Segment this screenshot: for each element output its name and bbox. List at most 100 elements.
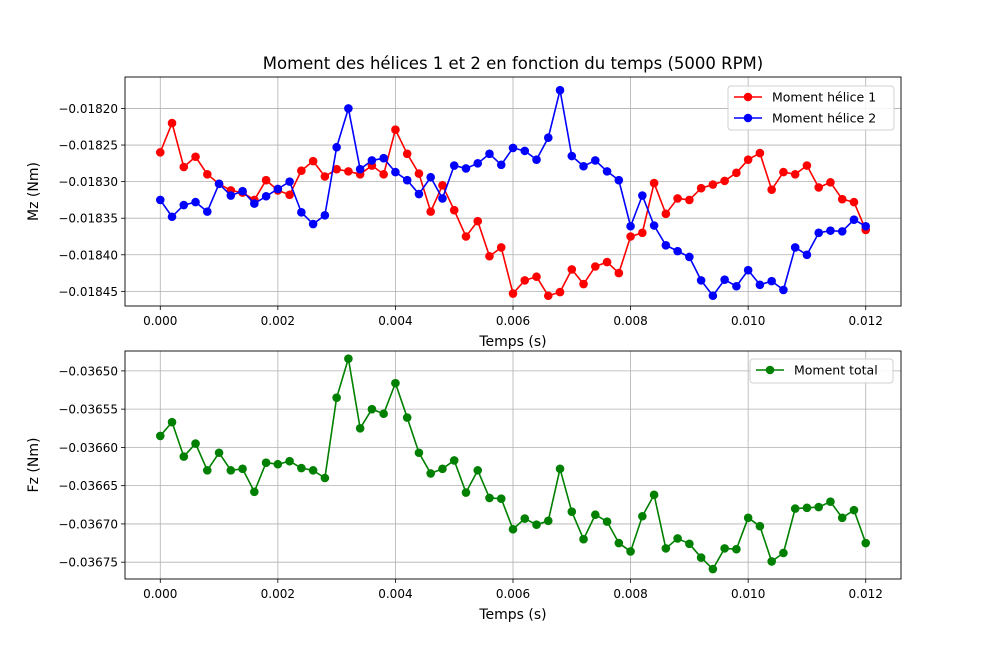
data-point — [461, 164, 471, 173]
chart-title: Moment des hélices 1 et 2 en fonction du… — [263, 54, 763, 73]
data-point — [661, 240, 671, 250]
data-point — [308, 466, 318, 475]
data-point — [238, 186, 247, 196]
chart-panel-1: 0.000 0.002 0.004 0.006 0.008 0.010 0.012 −0.01… — [26, 54, 902, 350]
data-point — [826, 178, 835, 187]
data-point — [614, 538, 624, 548]
data-point — [285, 190, 294, 200]
data-point — [720, 544, 729, 553]
data-point — [379, 170, 388, 179]
data-point — [732, 544, 741, 554]
data-point — [661, 209, 671, 219]
data-point — [308, 219, 318, 229]
data-point — [614, 268, 624, 278]
x-tick-label: 0.004 — [378, 587, 412, 601]
data-point — [449, 456, 459, 465]
data-point — [520, 276, 530, 285]
x-tick-label: 0.010 — [731, 314, 765, 328]
y-tick-label: −0.03665 — [58, 479, 118, 493]
data-point — [837, 194, 847, 204]
data-point — [297, 463, 306, 473]
data-point — [226, 466, 236, 475]
data-point — [391, 125, 400, 134]
plot-frame — [124, 76, 902, 307]
data-point — [332, 164, 341, 174]
data-point — [496, 160, 506, 170]
data-point — [485, 251, 494, 261]
data-point — [591, 262, 600, 271]
data-point — [402, 149, 412, 159]
data-point — [649, 490, 659, 500]
data-point — [426, 469, 435, 478]
data-point — [367, 156, 377, 165]
x-tick-label: 0.010 — [731, 587, 765, 601]
y-axis-label: Fz (Nm) — [26, 438, 42, 493]
data-point — [438, 464, 447, 474]
legend-label: Moment total — [794, 363, 878, 378]
data-point — [790, 170, 800, 179]
data-point — [508, 143, 518, 153]
y-tick-label: −0.01845 — [58, 285, 118, 299]
data-point — [837, 513, 847, 523]
data-point — [779, 285, 788, 295]
data-point — [543, 516, 553, 526]
data-point — [638, 511, 647, 521]
data-point — [203, 207, 212, 216]
data-point — [355, 423, 365, 433]
data-point — [261, 191, 271, 201]
data-point — [802, 503, 812, 513]
data-point — [543, 291, 553, 301]
data-point — [167, 118, 177, 128]
x-axis-label: Temps (s) — [478, 334, 546, 350]
data-point — [743, 265, 753, 275]
data-point — [191, 439, 200, 448]
data-point — [461, 488, 471, 497]
data-point — [297, 208, 306, 217]
series-2 — [155, 85, 871, 301]
data-point — [696, 553, 706, 562]
y-tick-label: −0.01835 — [58, 212, 118, 226]
data-point — [203, 170, 212, 179]
data-point — [320, 473, 330, 483]
data-point — [250, 487, 259, 497]
data-point — [473, 216, 483, 226]
data-point — [720, 176, 729, 186]
data-point — [508, 524, 518, 534]
data-point — [261, 458, 271, 468]
y-tick-label: −0.01825 — [58, 139, 118, 153]
data-point — [155, 431, 165, 441]
x-tick-label: 0.002 — [261, 587, 295, 601]
chart-panel-2: 0.000 0.002 0.004 0.006 0.008 0.010 0.012 −0.03… — [26, 350, 902, 623]
data-point — [602, 167, 612, 176]
data-point — [191, 152, 200, 162]
data-point — [250, 199, 259, 208]
x-tick-label: 0.008 — [613, 314, 647, 328]
x-tick-label: 0.012 — [849, 314, 883, 328]
data-point — [496, 494, 506, 503]
y-tick-label: −0.03675 — [58, 556, 118, 570]
data-point — [790, 504, 800, 513]
y-tick-label: −0.03670 — [58, 517, 118, 531]
legend-item: Moment hélice 2 — [734, 111, 876, 126]
data-point — [332, 393, 341, 402]
data-point — [626, 232, 635, 241]
data-point — [273, 459, 283, 469]
data-point — [708, 291, 718, 301]
data-point — [155, 148, 165, 157]
data-point — [532, 155, 541, 164]
data-point — [391, 167, 400, 177]
data-point — [579, 161, 588, 171]
data-point — [473, 159, 483, 168]
data-point — [826, 226, 835, 235]
data-point — [179, 200, 189, 210]
data-point — [849, 197, 859, 207]
data-point — [649, 221, 659, 230]
data-point — [696, 183, 706, 193]
data-point — [261, 175, 271, 185]
legend-box — [749, 358, 894, 384]
data-point — [567, 507, 577, 516]
data-point — [214, 179, 224, 189]
data-point — [755, 148, 765, 158]
data-point — [508, 289, 518, 298]
